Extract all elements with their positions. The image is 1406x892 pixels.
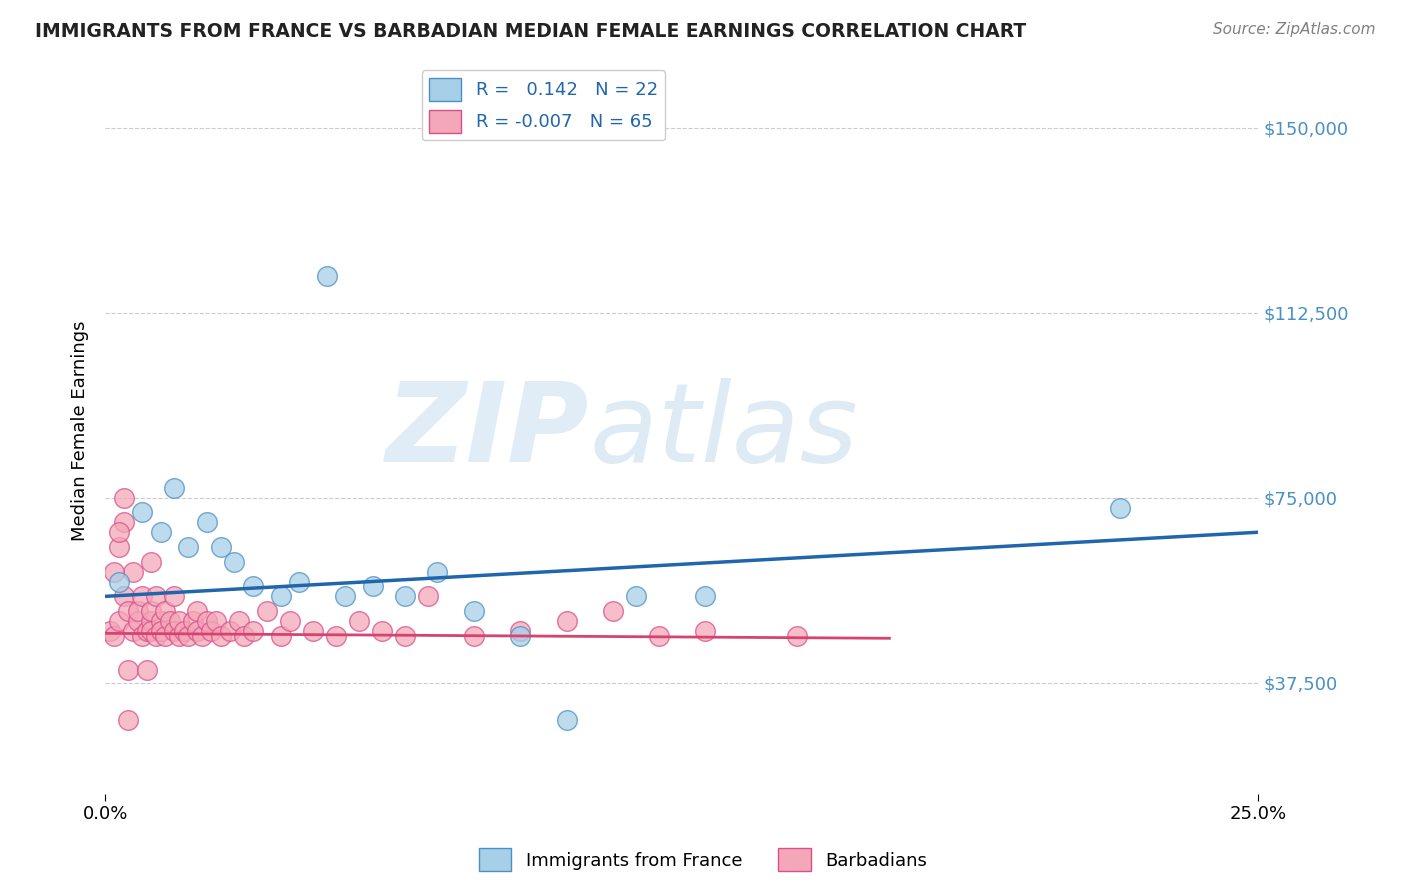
Point [112, 516, 135, 530]
Point [163, 481, 186, 495]
Point [186, 624, 208, 638]
Point [108, 525, 131, 540]
Point [103, 629, 125, 643]
Point [135, 664, 157, 678]
Point [141, 624, 163, 638]
Text: IMMIGRANTS FROM FRANCE VS BARBADIAN MEDIAN FEMALE EARNINGS CORRELATION CHART: IMMIGRANTS FROM FRANCE VS BARBADIAN MEDI… [35, 22, 1026, 41]
Point [145, 629, 167, 643]
Point [693, 624, 716, 638]
Point [288, 574, 311, 589]
Y-axis label: Median Female Earnings: Median Female Earnings [72, 321, 89, 541]
Point [153, 604, 176, 618]
Point [177, 629, 200, 643]
Point [153, 629, 176, 643]
Point [127, 614, 149, 628]
Point [98, 624, 121, 638]
Point [624, 590, 647, 604]
Point [167, 614, 190, 628]
Point [786, 629, 808, 643]
Point [224, 555, 246, 569]
Point [315, 268, 337, 283]
Point [1109, 500, 1132, 515]
Point [205, 614, 228, 628]
Point [416, 590, 439, 604]
Point [117, 713, 139, 727]
Point [242, 579, 264, 593]
Point [209, 540, 232, 554]
Point [270, 629, 292, 643]
Point [149, 525, 172, 540]
Point [361, 579, 384, 593]
Point [270, 590, 292, 604]
Point [167, 629, 190, 643]
Point [163, 590, 186, 604]
Point [509, 624, 531, 638]
Point [228, 614, 250, 628]
Point [135, 624, 157, 638]
Text: ZIP: ZIP [387, 377, 589, 484]
Point [195, 516, 218, 530]
Point [103, 565, 125, 579]
Point [141, 614, 163, 628]
Point [159, 614, 181, 628]
Point [112, 491, 135, 505]
Point [177, 540, 200, 554]
Point [122, 565, 145, 579]
Point [131, 506, 153, 520]
Point [149, 614, 172, 628]
Point [278, 614, 301, 628]
Point [173, 624, 195, 638]
Legend: Immigrants from France, Barbadians: Immigrants from France, Barbadians [471, 841, 935, 879]
Point [127, 604, 149, 618]
Point [463, 629, 485, 643]
Point [242, 624, 264, 638]
Point [145, 590, 167, 604]
Point [108, 614, 131, 628]
Point [131, 590, 153, 604]
Point [141, 555, 163, 569]
Point [325, 629, 347, 643]
Point [117, 604, 139, 618]
Point [693, 590, 716, 604]
Point [394, 590, 416, 604]
Point [555, 614, 578, 628]
Point [191, 629, 214, 643]
Point [186, 604, 208, 618]
Point [602, 604, 624, 618]
Point [347, 614, 370, 628]
Point [117, 664, 139, 678]
Text: Source: ZipAtlas.com: Source: ZipAtlas.com [1212, 22, 1375, 37]
Legend: R =   0.142   N = 22, R = -0.007   N = 65: R = 0.142 N = 22, R = -0.007 N = 65 [422, 70, 665, 140]
Point [195, 614, 218, 628]
Point [181, 614, 204, 628]
Point [256, 604, 278, 618]
Point [333, 590, 356, 604]
Point [131, 629, 153, 643]
Point [509, 629, 531, 643]
Point [112, 590, 135, 604]
Point [463, 604, 485, 618]
Point [141, 604, 163, 618]
Text: atlas: atlas [589, 377, 858, 484]
Point [371, 624, 394, 638]
Point [122, 624, 145, 638]
Point [163, 624, 186, 638]
Point [394, 629, 416, 643]
Point [108, 574, 131, 589]
Point [149, 624, 172, 638]
Point [426, 565, 449, 579]
Point [301, 624, 323, 638]
Point [218, 624, 240, 638]
Point [555, 713, 578, 727]
Point [108, 540, 131, 554]
Point [200, 624, 222, 638]
Point [232, 629, 254, 643]
Point [648, 629, 671, 643]
Point [209, 629, 232, 643]
